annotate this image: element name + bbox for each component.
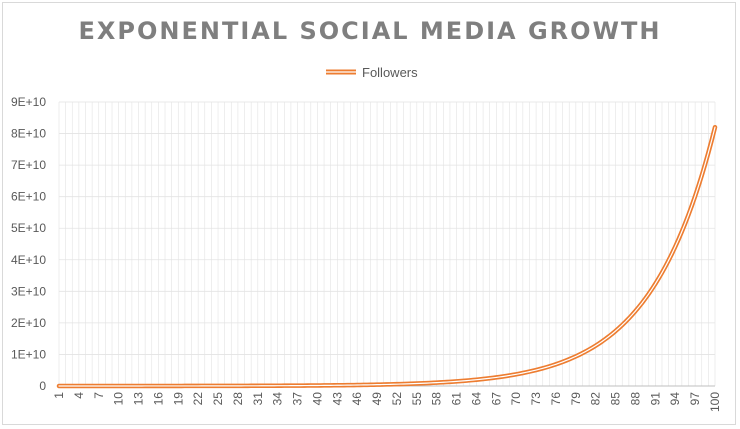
- x-tick-label: 94: [668, 392, 682, 406]
- x-tick-label: 16: [151, 392, 165, 406]
- x-tick-label: 4: [72, 392, 86, 399]
- x-tick-label: 58: [430, 392, 444, 406]
- x-tick-label: 28: [231, 392, 245, 406]
- x-tick-label: 67: [489, 392, 503, 406]
- x-tick-label: 37: [291, 392, 305, 406]
- y-tick-label: 9E+10: [11, 95, 46, 109]
- x-tick-label: 46: [350, 392, 364, 406]
- y-tick-label: 4E+10: [11, 253, 46, 267]
- x-tick-label: 25: [211, 392, 225, 406]
- y-tick-label: 3E+10: [11, 284, 46, 298]
- x-tick-label: 100: [708, 392, 722, 412]
- x-tick-label: 19: [171, 392, 185, 406]
- x-tick-label: 76: [549, 392, 563, 406]
- x-tick-label: 22: [191, 392, 205, 406]
- series-line-followers: [56, 124, 718, 389]
- x-tick-label: 64: [469, 392, 483, 406]
- legend: Followers: [326, 63, 418, 81]
- x-tick-label: 61: [450, 392, 464, 406]
- y-tick-label: 5E+10: [11, 221, 46, 235]
- series-line-followers-inner: [58, 126, 716, 387]
- x-tick-label: 70: [509, 392, 523, 406]
- x-tick-label: 31: [251, 392, 265, 406]
- y-tick-label: 7E+10: [11, 158, 46, 172]
- x-tick-label: 7: [92, 392, 106, 399]
- x-tick-label: 10: [112, 392, 126, 406]
- x-tick-label: 34: [271, 392, 285, 406]
- x-tick-label: 13: [132, 392, 146, 406]
- x-tick-label: 40: [310, 392, 324, 406]
- gridlines: [58, 101, 716, 386]
- x-tick-label: 52: [390, 392, 404, 406]
- y-tick-label: 6E+10: [11, 190, 46, 204]
- x-tick-label: 1: [52, 392, 66, 399]
- legend-swatch-followers: [326, 69, 356, 75]
- y-tick-label: 2E+10: [11, 316, 46, 330]
- chart-title: EXPONENTIAL SOCIAL MEDIA GROWTH: [78, 17, 662, 45]
- x-tick-label: 82: [589, 392, 603, 406]
- x-tick-label: 91: [648, 392, 662, 406]
- y-tick-label: 1E+10: [11, 347, 46, 361]
- x-tick-label: 55: [410, 392, 424, 406]
- x-tick-label: 49: [370, 392, 384, 406]
- y-tick-label: 0: [39, 379, 46, 393]
- x-tick-label: 97: [688, 392, 702, 406]
- x-tick-label: 79: [569, 392, 583, 406]
- y-tick-label: 8E+10: [11, 127, 46, 141]
- legend-label-followers: Followers: [362, 64, 418, 80]
- x-tick-label: 43: [330, 392, 344, 406]
- x-tick-label: 73: [529, 392, 543, 406]
- x-tick-label: 88: [628, 392, 642, 406]
- x-tick-label: 85: [609, 392, 623, 406]
